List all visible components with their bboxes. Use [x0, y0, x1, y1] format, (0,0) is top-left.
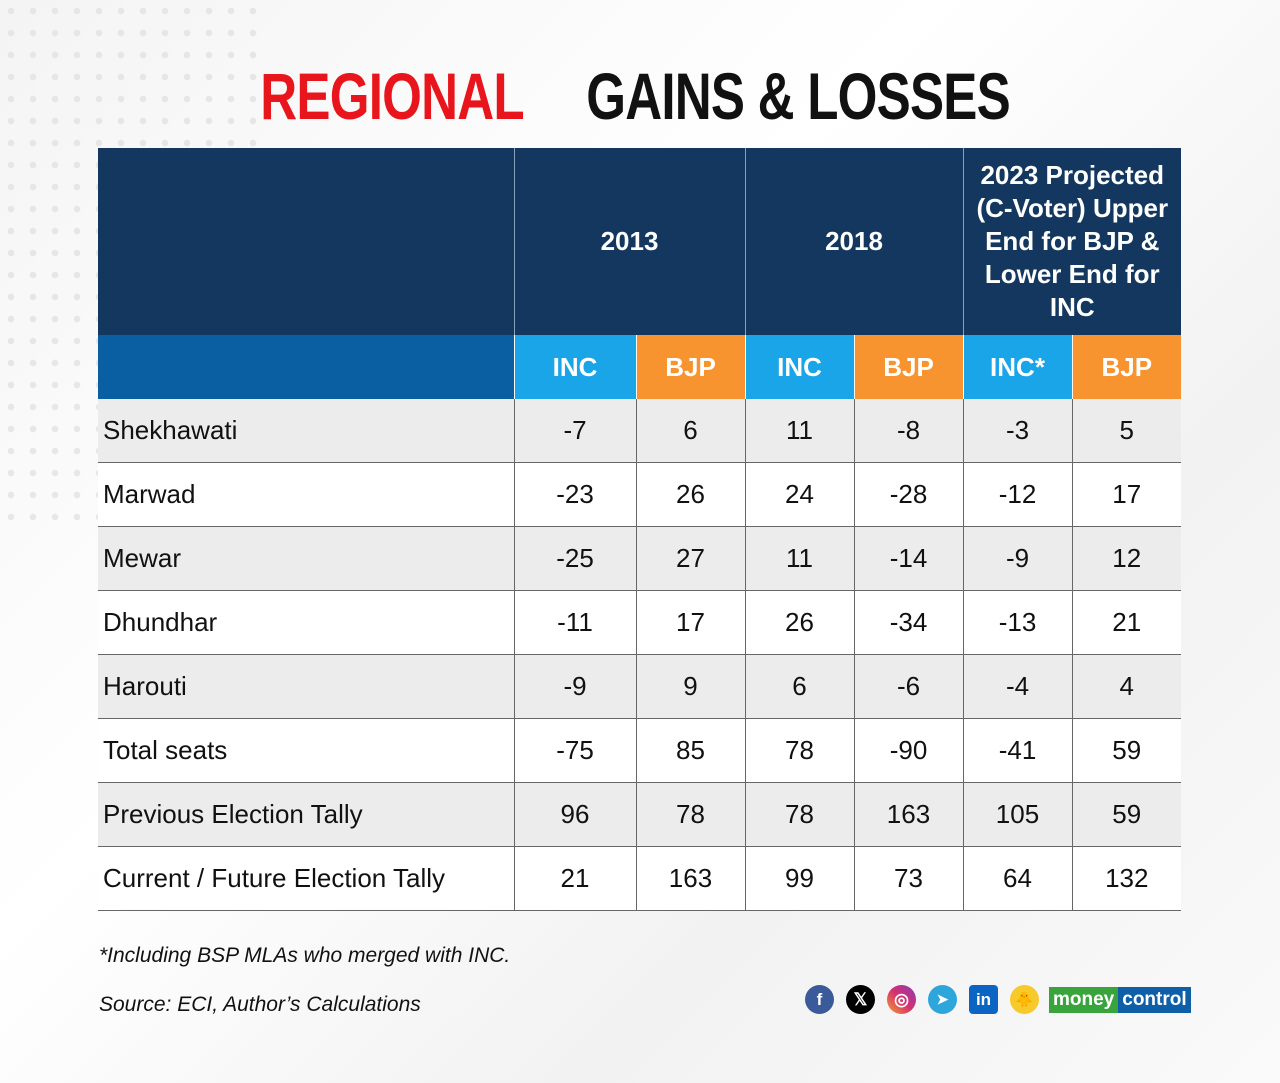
- row-label: Previous Election Tally: [98, 782, 514, 847]
- telegram-icon[interactable]: ➤: [928, 985, 957, 1014]
- table-cell: 96: [513, 782, 636, 847]
- table-cell: -28: [853, 462, 963, 527]
- table-cell: -9: [962, 526, 1072, 591]
- logo-money: money: [1049, 986, 1119, 1013]
- instagram-icon[interactable]: ◎: [887, 985, 916, 1014]
- table-cell: 59: [1071, 782, 1182, 847]
- table-cell: 11: [744, 526, 854, 591]
- row-label: Mewar: [98, 526, 514, 591]
- group-header: 2013: [513, 148, 745, 335]
- table-cell: 11: [744, 399, 854, 463]
- facebook-icon[interactable]: f: [805, 985, 834, 1014]
- table-cell: 17: [635, 590, 745, 655]
- table-row: Mewar -25 27 11 -14 -9 12: [98, 526, 1182, 591]
- table-row: Dhundhar -11 17 26 -34 -13 21: [98, 590, 1182, 655]
- table-cell: -3: [962, 399, 1072, 463]
- table-cell: -23: [513, 462, 636, 527]
- moneycontrol-logo: money control: [1049, 986, 1191, 1013]
- title-red: REGIONAL: [259, 59, 524, 133]
- table-cell: -13: [962, 590, 1072, 655]
- table-cell: 78: [744, 782, 854, 847]
- row-label: Total seats: [98, 718, 514, 783]
- table-cell: 78: [635, 782, 745, 847]
- footnote: *Including BSP MLAs who merged with INC.: [99, 944, 511, 967]
- row-label: Dhundhar: [98, 590, 514, 655]
- column-header: INC: [513, 335, 636, 399]
- table-cell: 9: [635, 654, 745, 719]
- column-header: BJP: [1071, 335, 1182, 399]
- table-row: Total seats -75 85 78 -90 -41 59: [98, 718, 1182, 783]
- table-cell: 73: [853, 846, 963, 911]
- table-cell: 17: [1071, 462, 1182, 527]
- table-cell: 12: [1071, 526, 1182, 591]
- table-cell: -34: [853, 590, 963, 655]
- row-label: Harouti: [98, 654, 514, 719]
- group-header: 2018: [744, 148, 963, 335]
- table-cell: 85: [635, 718, 745, 783]
- koo-icon[interactable]: 🐥: [1010, 985, 1039, 1014]
- table-cell: 163: [853, 782, 963, 847]
- column-header: BJP: [635, 335, 745, 399]
- table-cell: 4: [1071, 654, 1182, 719]
- table-cell: 27: [635, 526, 745, 591]
- table-cell: 78: [744, 718, 854, 783]
- table-row: Previous Election Tally 96 78 78 163 105 59: [98, 782, 1182, 847]
- group-header: 2023 Projected (C-Voter) Upper End for B…: [962, 148, 1182, 335]
- table-row: Shekhawati -7 6 11 -8 -3 5: [98, 399, 1182, 463]
- table-row: Marwad -23 26 24 -28 -12 17: [98, 462, 1182, 527]
- column-header: INC*: [962, 335, 1072, 399]
- row-label: Shekhawati: [98, 399, 514, 463]
- column-header: INC: [744, 335, 854, 399]
- table-cell: -6: [853, 654, 963, 719]
- header-blank: [98, 335, 514, 399]
- row-label: Marwad: [98, 462, 514, 527]
- page-title: REGIONAL GAINS & LOSSES: [0, 58, 1280, 134]
- table-cell: -7: [513, 399, 636, 463]
- table-cell: 59: [1071, 718, 1182, 783]
- gains-losses-table: 2013 2018 2023 Projected (C-Voter) Upper…: [98, 148, 1182, 911]
- table-cell: 26: [635, 462, 745, 527]
- x-icon[interactable]: 𝕏: [846, 985, 875, 1014]
- table-cell: -12: [962, 462, 1072, 527]
- table-cell: -41: [962, 718, 1072, 783]
- table-cell: -14: [853, 526, 963, 591]
- table-cell: -75: [513, 718, 636, 783]
- logo-control: control: [1118, 986, 1191, 1013]
- table-cell: 99: [744, 846, 854, 911]
- table-cell: 105: [962, 782, 1072, 847]
- linkedin-icon[interactable]: in: [969, 985, 998, 1014]
- table-body: Shekhawati -7 6 11 -8 -3 5 Marwad -23 26 24 -28 -12 1…: [98, 399, 1182, 911]
- table-cell: -4: [962, 654, 1072, 719]
- table-cell: 132: [1071, 846, 1182, 911]
- table-cell: -11: [513, 590, 636, 655]
- table-cell: 21: [513, 846, 636, 911]
- table-row: Current / Future Election Tally 21 163 99 73…: [98, 846, 1182, 911]
- table-cell: 24: [744, 462, 854, 527]
- header-blank: [98, 148, 514, 335]
- source-note: Source: ECI, Author’s Calculations: [99, 993, 421, 1016]
- table-cell: -90: [853, 718, 963, 783]
- table-cell: -25: [513, 526, 636, 591]
- row-label: Current / Future Election Tally: [98, 846, 514, 911]
- table-row: Harouti -9 9 6 -6 -4 4: [98, 654, 1182, 719]
- social-icons: f 𝕏 ◎ ➤ in 🐥 money control: [805, 985, 1191, 1014]
- table-cell: -8: [853, 399, 963, 463]
- table-cell: 5: [1071, 399, 1182, 463]
- column-header: BJP: [853, 335, 963, 399]
- table-cell: 6: [744, 654, 854, 719]
- table-cell: 64: [962, 846, 1072, 911]
- table-cell: 6: [635, 399, 745, 463]
- table-cell: -9: [513, 654, 636, 719]
- table-cell: 163: [635, 846, 745, 911]
- title-black: GAINS & LOSSES: [585, 59, 1010, 133]
- table-cell: 26: [744, 590, 854, 655]
- table-cell: 21: [1071, 590, 1182, 655]
